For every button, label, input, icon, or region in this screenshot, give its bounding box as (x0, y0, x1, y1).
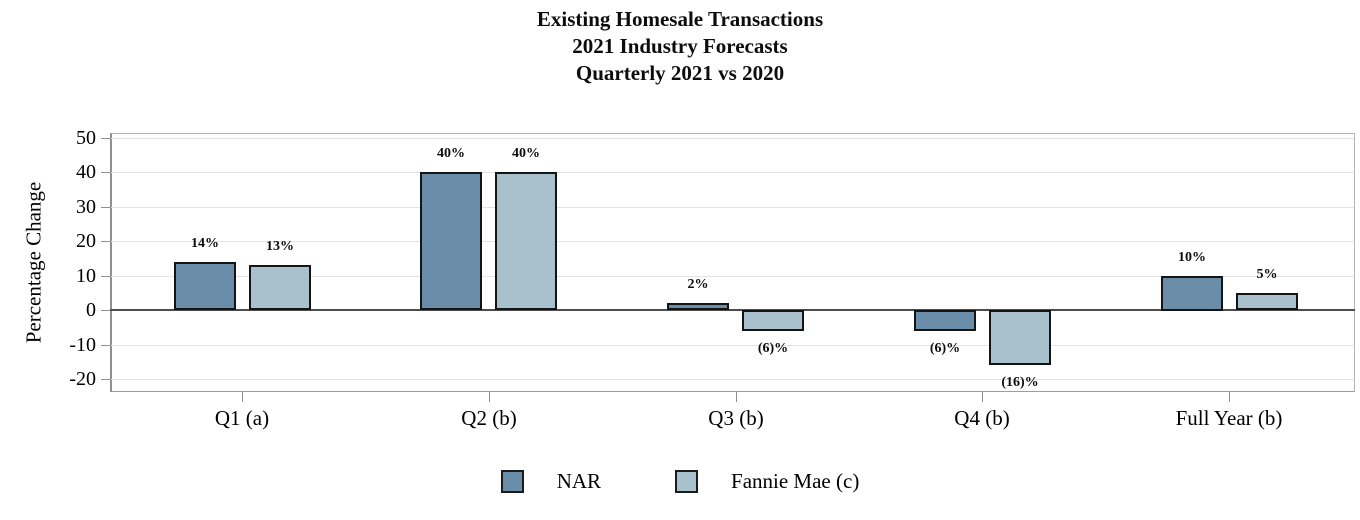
bar-fannie-mae-c-3 (742, 310, 804, 331)
bar-value-label: 10% (1178, 250, 1206, 265)
y-tick-40 (101, 172, 110, 173)
plot-area (110, 133, 1355, 392)
gridline-40 (111, 172, 1354, 173)
category-label-4: Q4 (b) (954, 406, 1010, 430)
y-tick-label-20: 20 (76, 230, 96, 252)
legend-swatch (675, 470, 699, 493)
legend: NAR Fannie Mae (c) (0, 470, 1360, 493)
legend-item-nar: NAR (500, 469, 602, 493)
bar-value-label: 2% (687, 277, 709, 292)
bar-nar-1 (174, 262, 236, 310)
bar-value-label: (6)% (757, 341, 789, 356)
x-tick-5 (1229, 392, 1230, 402)
gridline--20 (111, 379, 1354, 380)
x-tick-1 (242, 392, 243, 402)
chart-title: Existing Homesale Transactions 2021 Indu… (0, 6, 1360, 87)
legend-label: NAR (556, 469, 602, 493)
bar-value-label: 14% (191, 236, 219, 251)
y-tick--20 (101, 379, 110, 380)
y-tick-label-30: 30 (76, 196, 96, 218)
gridline-10 (111, 276, 1354, 277)
y-tick-label-0: 0 (86, 299, 96, 321)
gridline--10 (111, 345, 1354, 346)
bar-fannie-mae-c-4 (989, 310, 1051, 365)
bar-nar-3 (667, 303, 729, 310)
y-tick-label-40: 40 (76, 161, 96, 183)
bar-value-label: 5% (1256, 267, 1278, 282)
gridline-50 (111, 138, 1354, 139)
y-tick-label-50: 50 (76, 127, 96, 149)
gridline-20 (111, 241, 1354, 242)
category-label-5: Full Year (b) (1175, 406, 1283, 430)
category-label-3: Q3 (b) (708, 406, 764, 430)
chart-title-line-1: Existing Homesale Transactions (536, 7, 824, 31)
x-tick-3 (736, 392, 737, 402)
bar-fannie-mae-c-2 (495, 172, 557, 310)
x-tick-4 (982, 392, 983, 402)
legend-label: Fannie Mae (c) (731, 469, 860, 493)
bar-fannie-mae-c-1 (249, 265, 311, 310)
bar-value-label: (6)% (929, 341, 961, 356)
bar-fannie-mae-c-5 (1236, 293, 1298, 310)
bar-value-label: 40% (437, 146, 465, 161)
legend-item-fannie-mae-c: Fannie Mae (c) (675, 470, 859, 493)
bar-value-label: (16)% (1001, 375, 1039, 390)
bar-value-label: 40% (512, 146, 540, 161)
chart-title-line-3: Quarterly 2021 vs 2020 (575, 61, 785, 85)
category-label-1: Q1 (a) (214, 406, 270, 430)
y-tick-label--10: -10 (69, 334, 96, 356)
chart-title-line-2: 2021 Industry Forecasts (572, 34, 788, 58)
bar-nar-2 (420, 172, 482, 310)
category-label-2: Q2 (b) (461, 406, 517, 430)
bar-value-label: 13% (266, 239, 294, 254)
x-tick-2 (489, 392, 490, 402)
gridline-30 (111, 207, 1354, 208)
bar-nar-4 (914, 310, 976, 331)
y-tick-20 (101, 241, 110, 242)
y-tick-label-10: 10 (76, 265, 96, 287)
y-tick-30 (101, 207, 110, 208)
y-tick-0 (101, 310, 110, 311)
y-tick-50 (101, 138, 110, 139)
y-tick-label--20: -20 (69, 368, 96, 390)
y-tick-10 (101, 276, 110, 277)
legend-swatch (500, 470, 524, 493)
bar-nar-5 (1161, 276, 1223, 311)
zero-axis-line (110, 309, 1355, 311)
y-tick--10 (101, 345, 110, 346)
